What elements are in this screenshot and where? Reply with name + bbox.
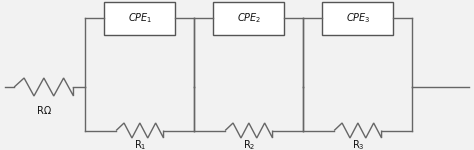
Text: R$_2$: R$_2$ (243, 139, 255, 150)
Bar (322, 2, 393, 34)
Text: R$_1$: R$_1$ (134, 139, 146, 150)
Bar (104, 2, 175, 34)
Bar (213, 2, 284, 34)
Text: R$_3$: R$_3$ (352, 139, 364, 150)
Text: CPE$_2$: CPE$_2$ (237, 11, 261, 25)
Text: CPE$_3$: CPE$_3$ (346, 11, 370, 25)
Text: CPE$_1$: CPE$_1$ (128, 11, 152, 25)
Text: RΩ: RΩ (36, 106, 51, 116)
